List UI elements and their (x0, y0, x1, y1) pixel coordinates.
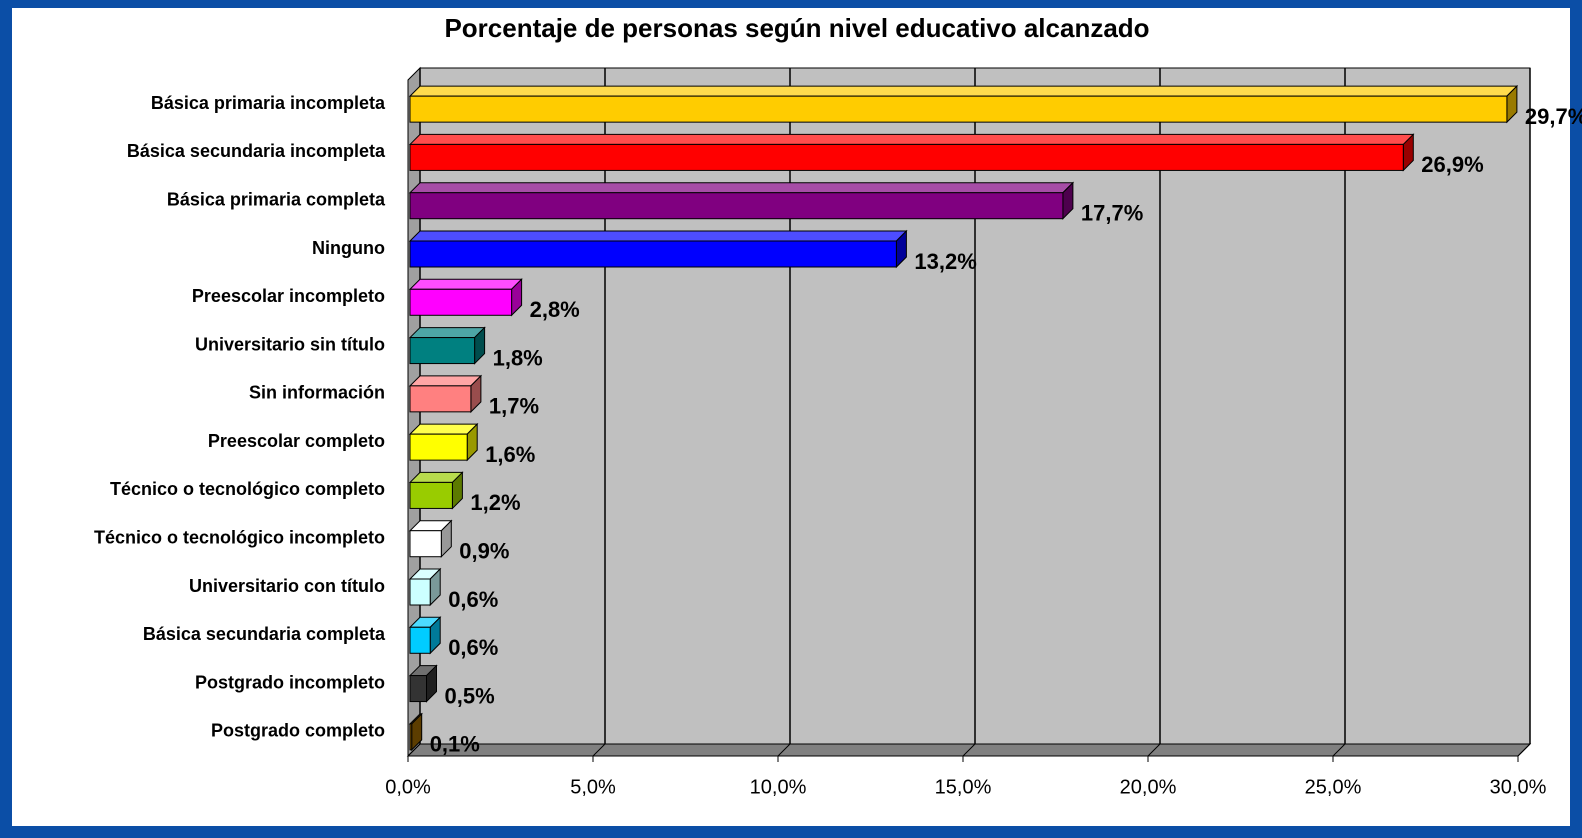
x-tick-label: 30,0% (1490, 776, 1547, 798)
y-tick-label: Ninguno (312, 238, 385, 258)
value-label: 0,6% (448, 635, 498, 660)
x-tick-label: 0,0% (385, 776, 431, 798)
value-label: 0,9% (459, 539, 509, 564)
bar (409, 288, 513, 316)
bar-top (408, 278, 523, 290)
value-label: 13,2% (914, 249, 976, 274)
bar (409, 143, 1404, 171)
y-tick-label: Básica secundaria incompleta (127, 141, 386, 161)
bar (409, 578, 431, 606)
value-label: 0,5% (445, 683, 495, 708)
y-tick-label: Técnico o tecnológico completo (110, 479, 385, 499)
tick-mark (1332, 743, 1346, 757)
value-label: 0,1% (430, 732, 480, 757)
value-label: 17,7% (1081, 201, 1143, 226)
y-tick-label: Preescolar incompleto (192, 286, 385, 306)
bar (409, 723, 413, 751)
value-label: 1,2% (470, 490, 520, 515)
bar (409, 433, 468, 461)
tick-mark (1517, 743, 1531, 757)
value-label: 1,8% (493, 345, 543, 370)
tick-mark (777, 743, 791, 757)
value-label: 26,9% (1421, 152, 1483, 177)
value-label: 29,7% (1525, 104, 1582, 129)
y-tick-label: Preescolar completo (208, 431, 385, 451)
value-label: 0,6% (448, 587, 498, 612)
tick-mark (592, 743, 606, 757)
x-tick-label: 15,0% (935, 776, 992, 798)
y-tick-label: Técnico o tecnológico incompleto (94, 527, 385, 547)
tick-mark (962, 743, 976, 757)
x-tick-label: 5,0% (570, 776, 616, 798)
bar-top (408, 230, 908, 242)
bar (409, 95, 1508, 123)
value-label: 2,8% (530, 297, 580, 322)
bar-top (408, 133, 1415, 145)
chart-title: Porcentaje de personas según nivel educa… (444, 13, 1149, 43)
x-tick-label: 20,0% (1120, 776, 1177, 798)
y-tick-label: Básica secundaria completa (143, 624, 386, 644)
y-tick-label: Universitario sin título (195, 334, 385, 354)
bar-top (408, 85, 1519, 97)
x-tick-label: 10,0% (750, 776, 807, 798)
bar-top (408, 375, 483, 387)
bar-top (408, 423, 479, 435)
tick-mark (1147, 743, 1161, 757)
bar-top (408, 182, 1075, 194)
y-tick-label: Básica primaria completa (167, 189, 386, 209)
bar (409, 337, 476, 365)
y-tick-label: Sin información (249, 383, 385, 403)
bar (409, 530, 442, 558)
bar (409, 481, 453, 509)
y-tick-label: Postgrado incompleto (195, 672, 385, 692)
y-tick-label: Postgrado completo (211, 721, 385, 741)
bar (409, 192, 1064, 220)
bar (409, 240, 897, 268)
bar (409, 385, 472, 413)
y-tick-label: Universitario con título (189, 576, 385, 596)
value-label: 1,7% (489, 394, 539, 419)
bar-top (408, 327, 486, 339)
x-tick-label: 25,0% (1305, 776, 1362, 798)
value-label: 1,6% (485, 442, 535, 467)
bar (409, 675, 427, 703)
y-tick-label: Básica primaria incompleta (151, 93, 386, 113)
tick-mark (407, 743, 421, 757)
bar (409, 626, 431, 654)
